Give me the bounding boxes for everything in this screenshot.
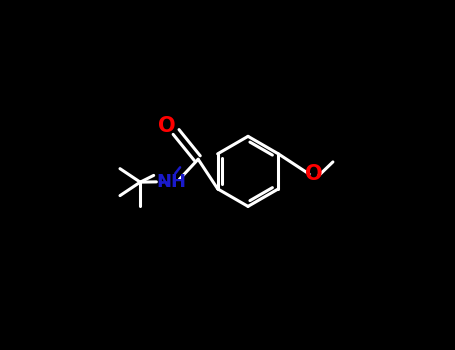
Text: NH: NH — [156, 173, 186, 191]
Text: O: O — [158, 116, 176, 136]
Text: O: O — [305, 164, 323, 184]
